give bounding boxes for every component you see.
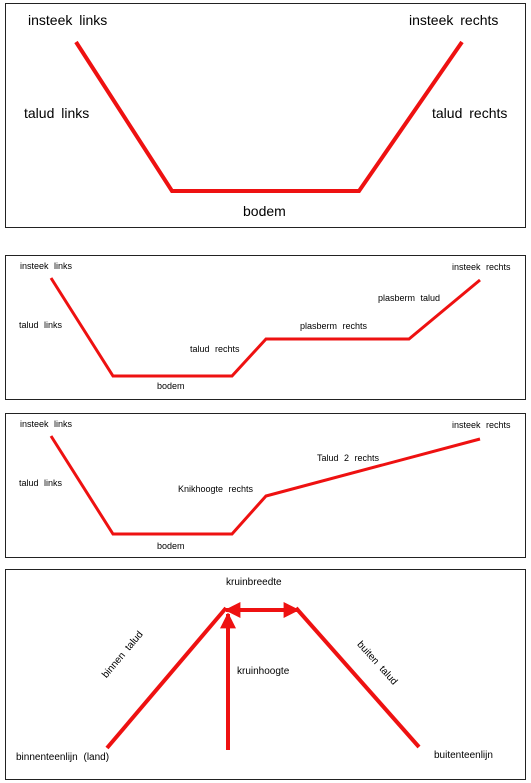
label-knikhoogte-rechts: Knikhoogte rechts <box>178 484 254 494</box>
label-bodem: bodem <box>157 381 185 391</box>
profile-panel-berm: insteek links insteek rechts talud links… <box>5 255 526 400</box>
label-talud-rechts: talud rechts <box>432 105 508 121</box>
profile-knick-line <box>49 435 481 536</box>
label-insteek-links: insteek links <box>28 12 108 28</box>
label-plasberm-talud: plasberm talud <box>378 293 441 303</box>
label-talud-rechts: talud rechts <box>190 344 240 354</box>
profile-panel-basic: insteek links insteek rechts talud links… <box>5 3 526 228</box>
label-talud-links: talud links <box>19 478 63 488</box>
label-buitenteenlijn: buitenteenlijn <box>434 750 493 761</box>
label-talud-links: talud links <box>19 320 63 330</box>
label-binnenteenlijn: binnenteenlijn (land) <box>16 752 110 763</box>
label-insteek-rechts: insteek rechts <box>409 12 499 28</box>
outer-slope-line <box>294 606 421 749</box>
dike-profile-drawing <box>105 602 421 750</box>
profile-basic-line <box>74 40 464 193</box>
inner-slope-line <box>105 606 228 750</box>
label-kruinhoogte: kruinhoogte <box>237 666 290 677</box>
label-bodem: bodem <box>243 203 286 219</box>
label-bodem: bodem <box>157 541 185 551</box>
label-plasberm-rechts: plasberm rechts <box>300 321 368 331</box>
profile-berm-line <box>49 277 481 378</box>
label-insteek-links: insteek links <box>20 419 73 429</box>
label-insteek-rechts: insteek rechts <box>452 262 511 272</box>
label-talud-2-rechts: Talud 2 rechts <box>317 453 380 463</box>
label-kruinbreedte: kruinbreedte <box>226 577 282 588</box>
label-insteek-rechts: insteek rechts <box>452 420 511 430</box>
profile-panel-knick: insteek links insteek rechts talud links… <box>5 413 526 558</box>
dike-profile-panel: kruinbreedte kruinhoogte binnen talud bu… <box>5 569 526 780</box>
label-talud-links: talud links <box>24 105 90 121</box>
label-insteek-links: insteek links <box>20 261 73 271</box>
